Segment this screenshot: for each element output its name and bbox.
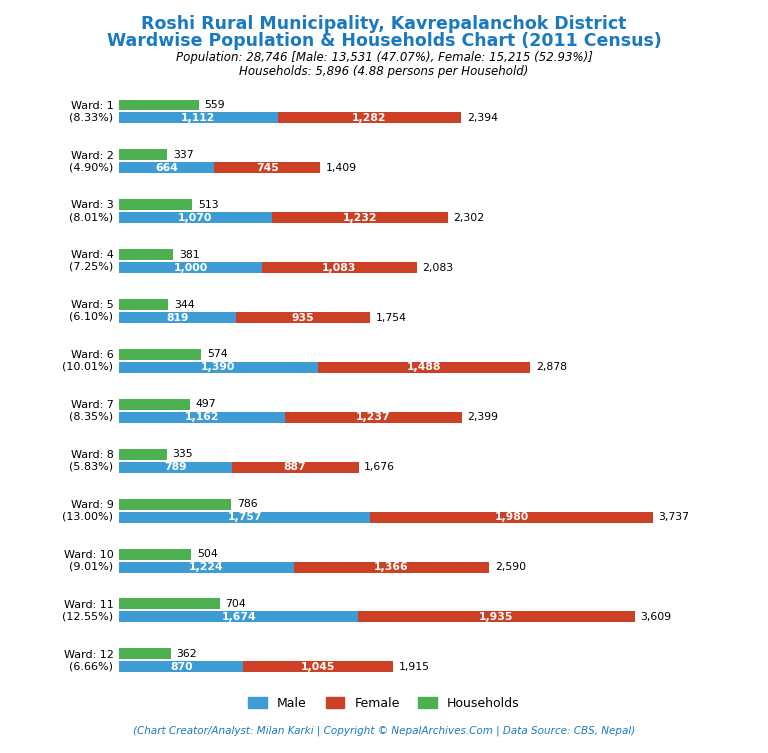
Text: 335: 335 xyxy=(173,450,194,459)
Text: 1,757: 1,757 xyxy=(227,512,262,522)
Bar xyxy=(119,249,174,261)
Bar xyxy=(119,611,358,623)
Bar xyxy=(119,498,231,510)
Bar xyxy=(119,212,272,223)
Bar xyxy=(119,112,278,123)
Text: 1,754: 1,754 xyxy=(376,312,406,322)
Bar xyxy=(119,599,220,609)
Bar xyxy=(119,661,243,672)
Text: 1,674: 1,674 xyxy=(221,612,256,622)
Text: 1,488: 1,488 xyxy=(407,362,441,373)
Text: 2,878: 2,878 xyxy=(536,362,567,373)
Text: 1,045: 1,045 xyxy=(301,662,335,672)
Bar xyxy=(119,562,294,572)
Bar xyxy=(119,262,262,273)
Bar xyxy=(119,349,201,360)
Text: 574: 574 xyxy=(207,349,227,359)
Text: 2,399: 2,399 xyxy=(468,413,498,422)
Bar xyxy=(119,648,170,660)
Text: 1,915: 1,915 xyxy=(399,662,429,672)
Text: 344: 344 xyxy=(174,300,194,309)
Text: 362: 362 xyxy=(177,649,197,659)
Bar xyxy=(119,299,168,310)
Bar xyxy=(119,312,236,323)
Bar xyxy=(119,163,214,173)
Text: 789: 789 xyxy=(164,462,187,472)
Bar xyxy=(119,399,190,410)
Text: 1,224: 1,224 xyxy=(189,562,223,572)
Text: 3,737: 3,737 xyxy=(659,512,690,522)
Text: 819: 819 xyxy=(167,312,189,322)
Bar xyxy=(119,200,192,210)
Bar xyxy=(370,511,653,523)
Text: 745: 745 xyxy=(256,163,279,173)
Text: 1,390: 1,390 xyxy=(201,362,236,373)
Text: 1,112: 1,112 xyxy=(181,113,216,123)
Text: 2,394: 2,394 xyxy=(467,113,498,123)
Bar xyxy=(119,362,318,373)
Legend: Male, Female, Households: Male, Female, Households xyxy=(243,692,525,715)
Text: 1,980: 1,980 xyxy=(495,512,528,522)
Text: 704: 704 xyxy=(225,599,246,609)
Bar xyxy=(262,262,417,273)
Text: 1,366: 1,366 xyxy=(374,562,409,572)
Bar xyxy=(272,212,448,223)
Text: 935: 935 xyxy=(292,312,314,322)
Text: 1,000: 1,000 xyxy=(174,263,207,273)
Text: 2,083: 2,083 xyxy=(422,263,454,273)
Bar xyxy=(318,362,530,373)
Text: Households: 5,896 (4.88 persons per Household): Households: 5,896 (4.88 persons per Hous… xyxy=(240,65,528,78)
Text: 1,237: 1,237 xyxy=(356,413,391,422)
Bar xyxy=(285,412,462,423)
Text: 887: 887 xyxy=(284,462,306,472)
Text: 1,232: 1,232 xyxy=(343,213,377,223)
Text: 2,590: 2,590 xyxy=(495,562,526,572)
Bar xyxy=(119,462,232,473)
Text: 1,070: 1,070 xyxy=(178,213,213,223)
Text: 337: 337 xyxy=(173,150,194,160)
Text: Wardwise Population & Households Chart (2011 Census): Wardwise Population & Households Chart (… xyxy=(107,32,661,50)
Bar xyxy=(232,462,359,473)
Text: 381: 381 xyxy=(179,250,200,260)
Bar xyxy=(294,562,489,572)
Bar xyxy=(214,163,320,173)
Text: 513: 513 xyxy=(198,200,219,210)
Text: 1,676: 1,676 xyxy=(364,462,396,472)
Text: 504: 504 xyxy=(197,549,217,559)
Bar xyxy=(358,611,634,623)
Text: 1,282: 1,282 xyxy=(353,113,387,123)
Bar xyxy=(119,149,167,160)
Text: 1,162: 1,162 xyxy=(185,413,220,422)
Bar xyxy=(278,112,461,123)
Text: 870: 870 xyxy=(170,662,193,672)
Bar xyxy=(236,312,369,323)
Text: 559: 559 xyxy=(204,100,225,110)
Text: 1,409: 1,409 xyxy=(326,163,357,173)
Bar xyxy=(119,99,199,111)
Text: 786: 786 xyxy=(237,499,258,509)
Text: 497: 497 xyxy=(196,399,217,410)
Bar xyxy=(119,449,167,460)
Bar xyxy=(119,549,191,559)
Text: 664: 664 xyxy=(155,163,178,173)
Text: 3,609: 3,609 xyxy=(641,612,671,622)
Text: 1,935: 1,935 xyxy=(479,612,514,622)
Text: Roshi Rural Municipality, Kavrepalanchok District: Roshi Rural Municipality, Kavrepalanchok… xyxy=(141,15,627,33)
Text: Population: 28,746 [Male: 13,531 (47.07%), Female: 15,215 (52.93%)]: Population: 28,746 [Male: 13,531 (47.07%… xyxy=(176,51,592,64)
Bar xyxy=(119,511,370,523)
Text: 1,083: 1,083 xyxy=(322,263,356,273)
Bar xyxy=(243,661,392,672)
Text: 2,302: 2,302 xyxy=(454,213,485,223)
Text: (Chart Creator/Analyst: Milan Karki | Copyright © NepalArchives.Com | Data Sourc: (Chart Creator/Analyst: Milan Karki | Co… xyxy=(133,726,635,736)
Bar xyxy=(119,412,285,423)
